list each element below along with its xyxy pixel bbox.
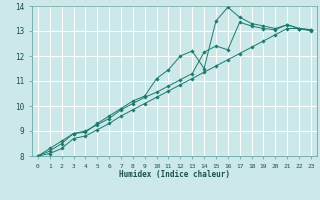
X-axis label: Humidex (Indice chaleur): Humidex (Indice chaleur) [119, 170, 230, 179]
